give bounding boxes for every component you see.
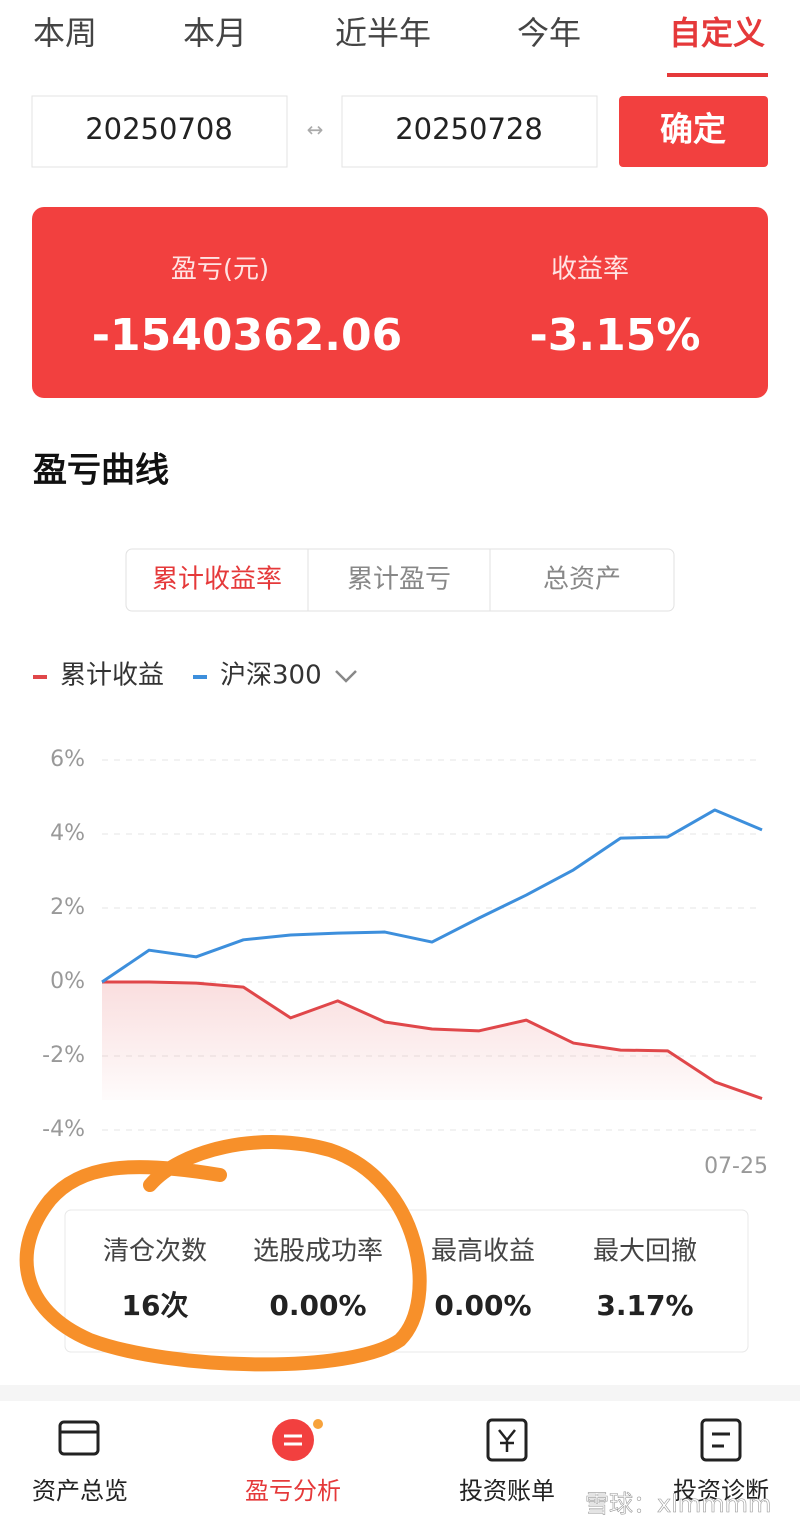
segment-tab[interactable]: 累计收益率 (152, 565, 282, 595)
nav-icon-detail (284, 1434, 302, 1446)
nav-icon-dot (313, 1419, 323, 1429)
nav-icon[interactable] (486, 1418, 528, 1462)
nav-icon-detail (498, 1429, 516, 1452)
confirm-button[interactable] (619, 96, 768, 167)
pnl-label: 盈亏(元) (171, 255, 269, 285)
annotation-circle (19, 1135, 427, 1372)
date-input[interactable] (31, 95, 288, 168)
y-tick-label: 4% (50, 821, 85, 846)
period-tab[interactable]: 本周 (33, 14, 97, 52)
stat-value: 0.00% (434, 1289, 531, 1322)
segment-tab[interactable]: 累计盈亏 (347, 565, 451, 595)
stat-label: 最大回撤 (593, 1237, 697, 1267)
stat-label: 最高收益 (431, 1237, 535, 1267)
y-tick-label: 6% (50, 747, 85, 772)
legend-dropdown[interactable] (335, 670, 357, 683)
period-tab[interactable]: 今年 (517, 14, 581, 52)
stat-value: 16次 (122, 1289, 189, 1322)
nav-icon[interactable] (700, 1418, 742, 1462)
legend-label: 沪深300 (220, 661, 322, 691)
y-tick-label: -4% (42, 1117, 85, 1142)
nav-label[interactable]: 盈亏分析 (245, 1477, 341, 1505)
y-tick-label: 0% (50, 969, 85, 994)
end-date: 20250728 (395, 112, 543, 146)
period-tab[interactable]: 本月 (183, 14, 247, 52)
nav-icon[interactable] (58, 1420, 100, 1456)
return-value: -3.15% (530, 310, 701, 361)
x-tick-label: 07-25 (704, 1154, 768, 1179)
nav-label[interactable]: 投资账单 (459, 1477, 555, 1505)
summary-card (32, 207, 768, 398)
start-date: 20250708 (85, 112, 233, 146)
period-tab[interactable]: 近半年 (335, 14, 431, 52)
range-separator: ↔ (307, 118, 324, 142)
return-label: 收益率 (551, 255, 629, 285)
area-fill (102, 982, 762, 1100)
nav-label[interactable]: 资产总览 (32, 1477, 128, 1505)
series-line (102, 980, 763, 1100)
pnl-value: -1540362.06 (92, 310, 403, 361)
tab-underline (667, 73, 768, 77)
y-tick-label: -2% (42, 1043, 85, 1068)
separator (0, 1385, 800, 1401)
stat-label: 选股成功率 (253, 1237, 383, 1267)
nav-icon[interactable] (272, 1419, 314, 1461)
confirm-label: 确定 (660, 110, 726, 149)
stat-label: 清仓次数 (103, 1237, 207, 1267)
bottom-nav (0, 1401, 800, 1531)
nav-label[interactable]: 投资诊断 (673, 1477, 769, 1505)
segment-control (125, 548, 675, 612)
segment-tab[interactable]: 总资产 (543, 565, 621, 595)
period-tab[interactable]: 自定义 (669, 14, 765, 52)
date-input[interactable] (341, 95, 598, 168)
legend-label: 累计收益 (60, 661, 164, 691)
stat-value: 0.00% (269, 1289, 366, 1322)
y-tick-label: 2% (50, 895, 85, 920)
stat-value: 3.17% (596, 1289, 693, 1322)
watermark: 雪球：xlmmmm (585, 1490, 771, 1518)
series-line (101, 808, 763, 984)
section-title: 盈亏曲线 (33, 451, 169, 491)
nav-icon-detail (712, 1432, 730, 1448)
